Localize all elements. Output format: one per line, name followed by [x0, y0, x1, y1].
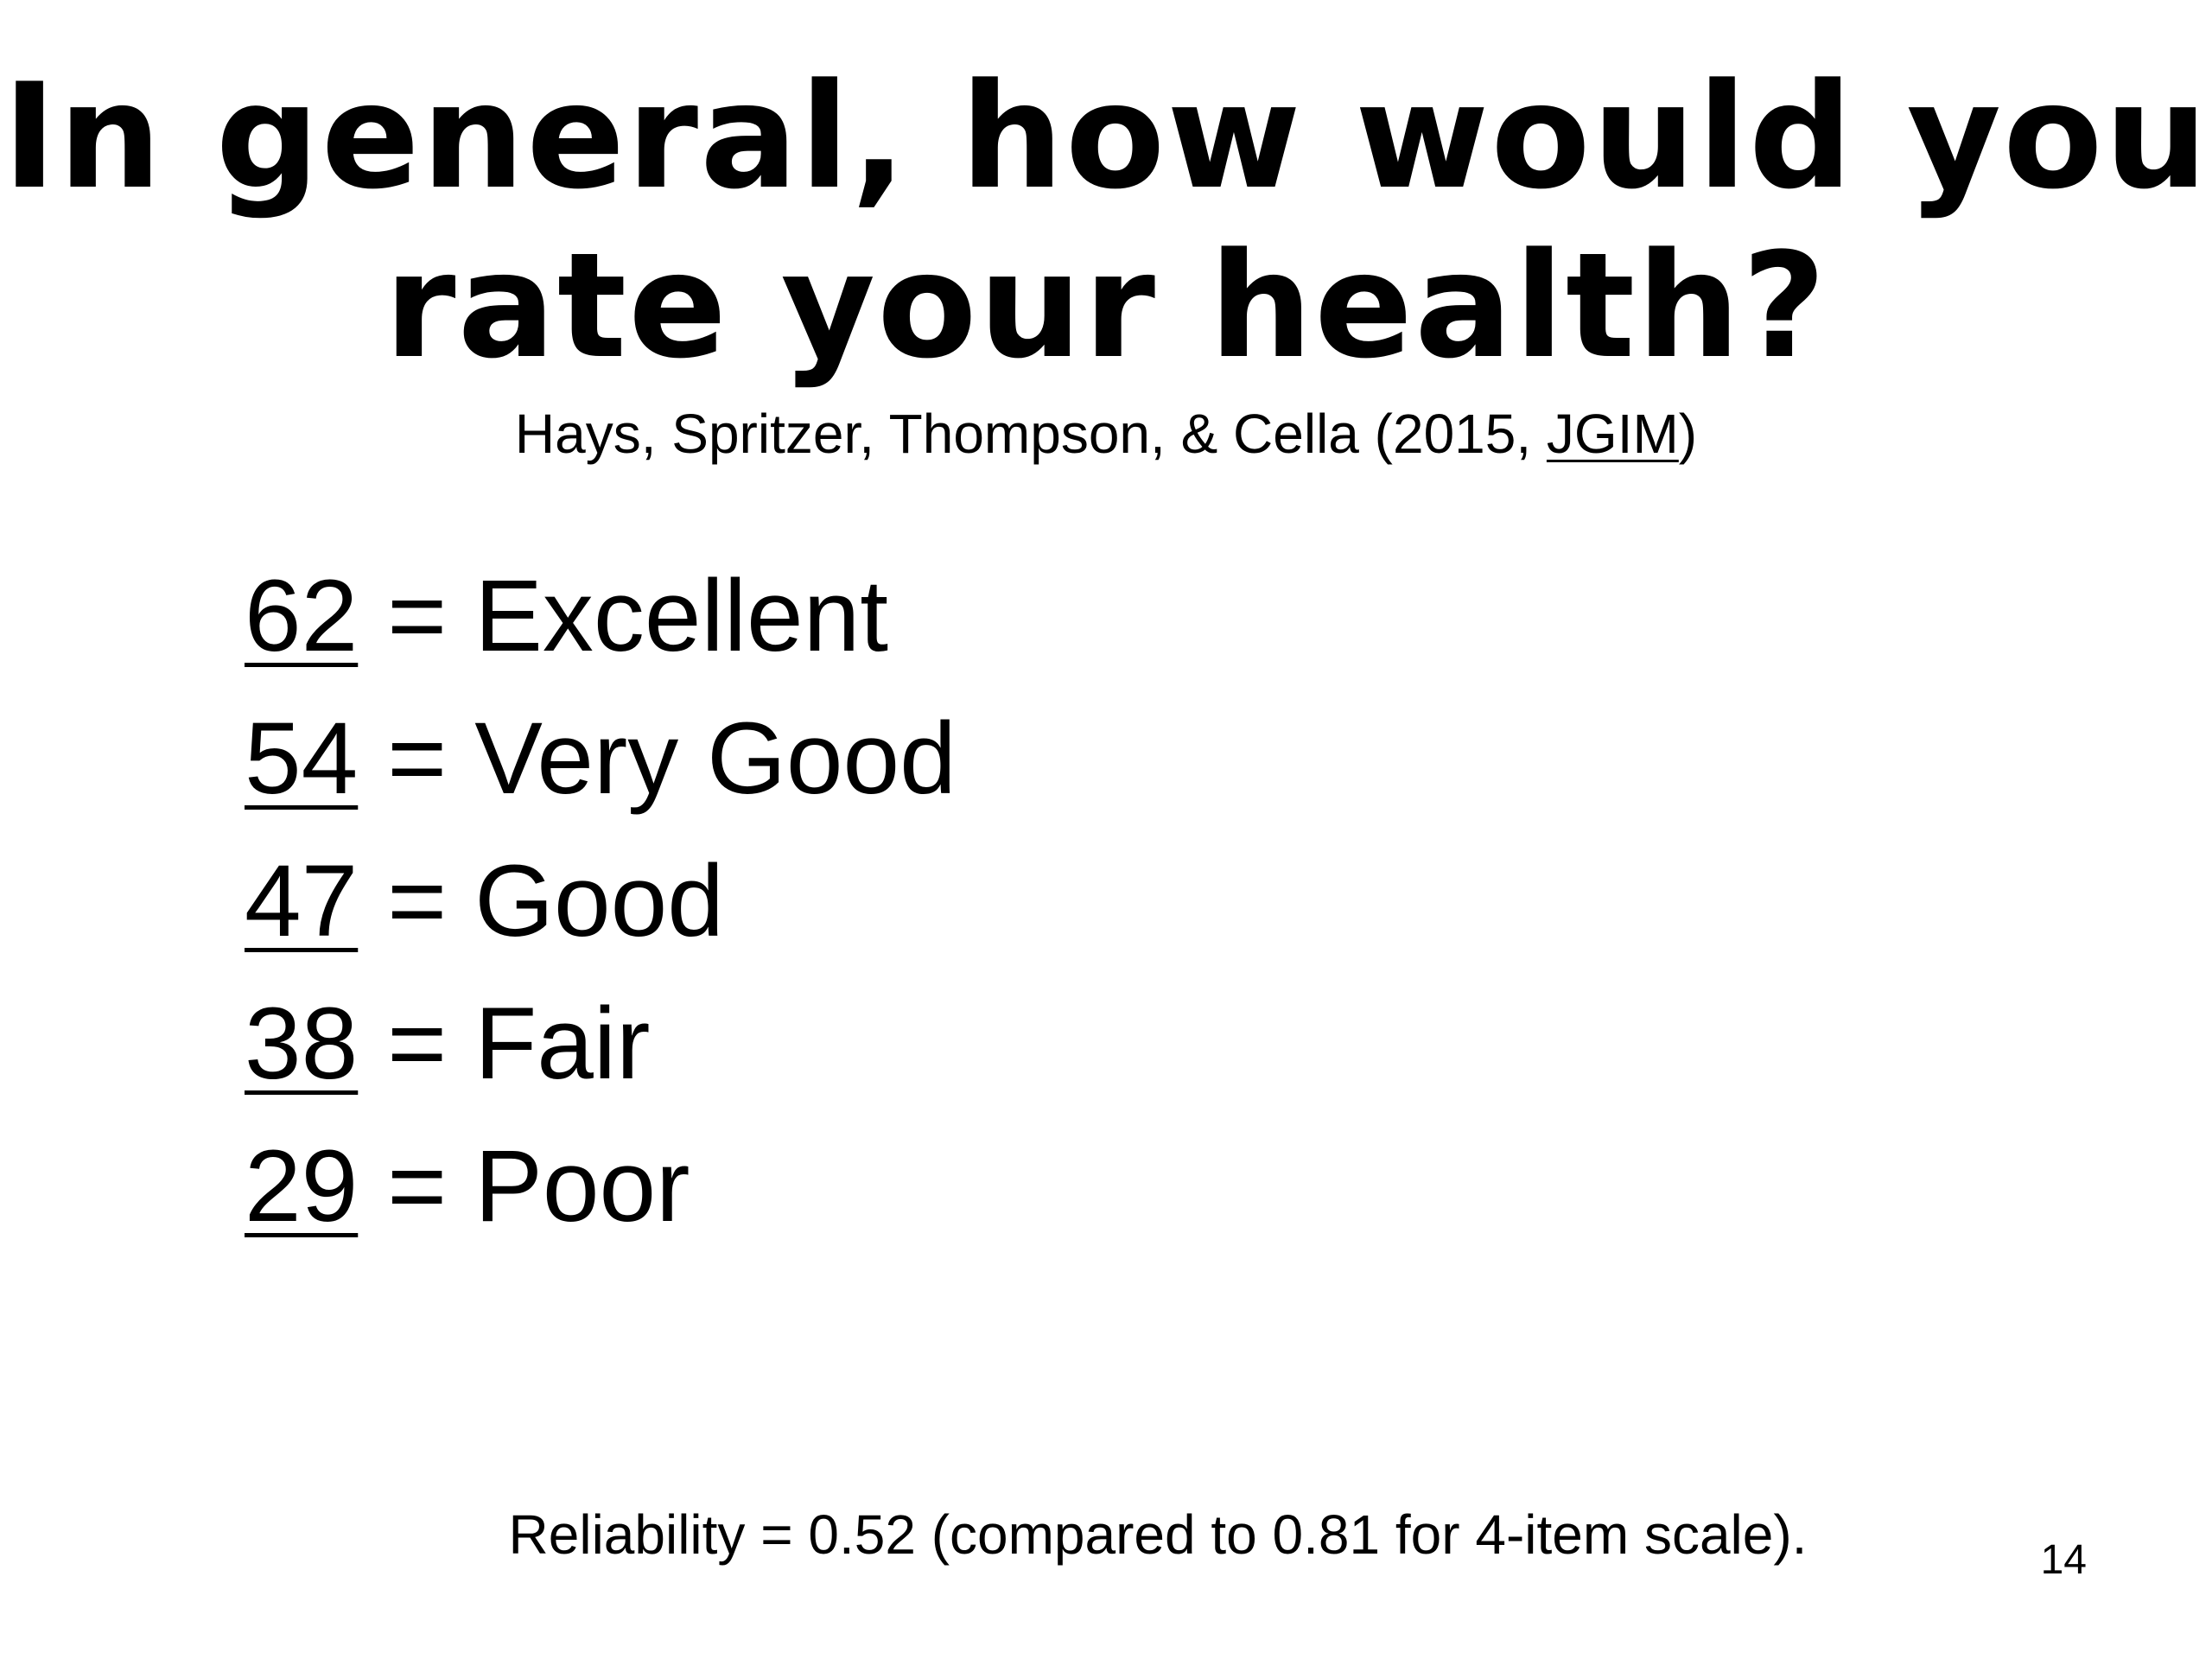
rating-label: Very Good — [474, 701, 957, 816]
rating-score: 47 — [245, 843, 359, 958]
rating-label: Fair — [474, 986, 651, 1101]
rating-label: Poor — [474, 1128, 690, 1243]
rating-row-fair: 38 = Fair — [245, 972, 957, 1115]
equals-sign: = — [387, 986, 448, 1101]
rating-row-excellent: 62 = Excellent — [245, 544, 957, 687]
reliability-footnote: Reliability = 0.52 (compared to 0.81 for… — [508, 1503, 1808, 1566]
rating-score: 62 — [245, 558, 359, 673]
equals-sign: = — [387, 558, 448, 673]
rating-scale-list: 62 = Excellent 54 = Very Good 47 = Good … — [245, 544, 957, 1257]
rating-score: 38 — [245, 986, 359, 1101]
page-number: 14 — [2040, 1537, 2087, 1583]
equals-sign: = — [387, 843, 448, 958]
rating-label: Good — [474, 843, 724, 958]
citation: Hays, Spritzer, Thompson, & Cella (2015,… — [0, 399, 2212, 468]
rating-row-very-good: 54 = Very Good — [245, 687, 957, 830]
rating-score: 29 — [245, 1128, 359, 1243]
rating-row-poor: 29 = Poor — [245, 1115, 957, 1257]
equals-sign: = — [387, 1128, 448, 1243]
rating-row-good: 47 = Good — [245, 830, 957, 972]
slide-title: In general, how would you rate your heal… — [0, 52, 2212, 391]
citation-authors: Hays, Spritzer, Thompson, & Cella (2015, — [514, 403, 1547, 465]
equals-sign: = — [387, 701, 448, 816]
citation-close: ) — [1678, 403, 1698, 465]
slide-title-line-1: In general, how would you — [2, 52, 2210, 221]
slide-title-line-2: rate your health? — [384, 221, 1828, 391]
rating-label: Excellent — [474, 558, 888, 673]
citation-journal: JGIM — [1546, 403, 1679, 465]
rating-score: 54 — [245, 701, 359, 816]
